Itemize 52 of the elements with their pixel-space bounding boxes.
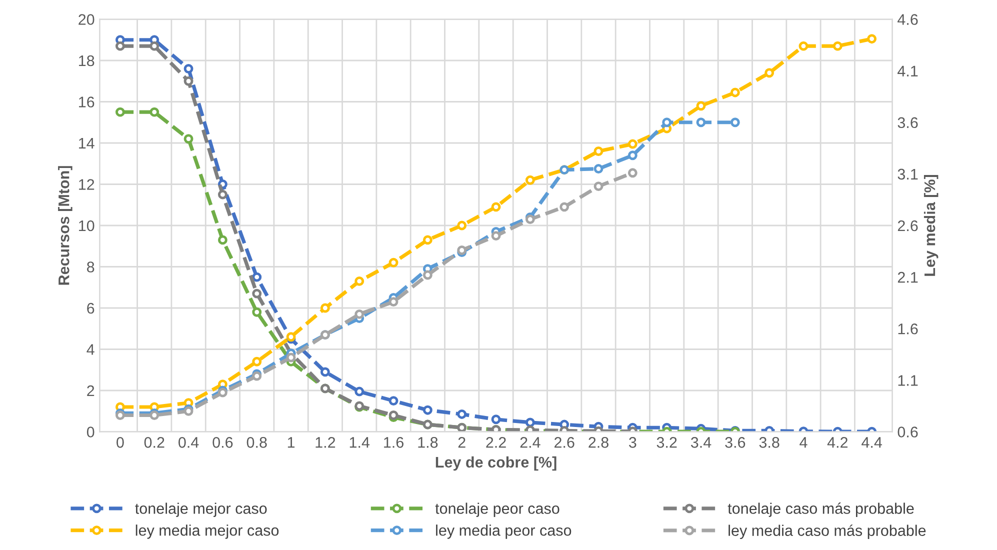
x-tick-label: 3.2 [656,437,677,448]
y-tick-label: 2 [87,385,94,396]
x-tick-label: 4.4 [862,437,882,448]
x-tick-label: 0 [116,437,124,448]
x-tick-label: 3.4 [690,437,712,448]
x-tick-label: 1.4 [350,437,370,448]
x-tick-label: 2 [458,437,466,448]
y-tick-label: 14 [79,138,94,149]
x-tick-label: 0.8 [246,437,267,448]
legend-label: ley media peor caso [436,524,572,539]
y-tick-label: 12 [79,179,94,190]
y-tick-label: 8 [87,262,94,272]
y-tick-label: 6 [87,302,94,314]
legend-label: tonelaje caso más probable [728,502,914,517]
y-tick-label: 0 [86,426,94,438]
y2-tick-label: 3.1 [898,168,918,180]
y2-tick-label: 1.6 [898,323,918,334]
legend-label: ley media mejor caso [136,524,279,539]
x-tick-label: 4.2 [827,437,848,448]
legend-label: tonelaje peor caso [435,502,560,517]
y-axis-title: Recursos [Mton] [58,166,72,285]
x-tick-label: 3 [629,437,636,448]
y2-tick-label: 3.6 [898,117,918,128]
y2-tick-label: 4.1 [898,66,918,76]
x-tick-label: 0.6 [212,437,233,448]
x-tick-label: 0.2 [144,437,164,448]
y2-tick-label: 0.6 [898,426,918,438]
x-tick-label: 1 [288,437,295,448]
y2-tick-label: 4.6 [898,14,918,25]
y-tick-label: 18 [79,55,94,66]
x-tick-label: 1.2 [316,437,336,448]
x-tick-label: 4 [800,437,808,448]
y2-axis-title: Ley media [%] [924,174,938,276]
legend-label: ley media caso más probable [728,524,926,539]
x-tick-label: 3.8 [759,437,780,448]
y-tick-label: 10 [79,220,94,232]
x-axis-title: Ley de cobre [%] [436,456,556,471]
x-tick-label: 2.6 [554,437,574,448]
y-tick-label: 20 [78,14,94,25]
x-tick-label: 1.6 [384,437,404,448]
x-tick-label: 0.4 [178,437,199,448]
x-tick-label: 2.4 [520,437,540,448]
x-tick-label: 1.8 [418,437,438,448]
x-tick-label: 2.8 [588,437,608,448]
y-tick-label: 16 [79,96,94,108]
y-tick-label: 4 [86,344,94,355]
legend-label: tonelaje mejor caso [135,502,267,517]
x-tick-label: 3.6 [725,437,746,448]
y2-tick-label: 2.1 [898,272,918,283]
y2-tick-label: 1.1 [898,375,918,386]
x-tick-label: 2.2 [486,437,506,448]
y2-tick-label: 2.6 [898,220,918,232]
